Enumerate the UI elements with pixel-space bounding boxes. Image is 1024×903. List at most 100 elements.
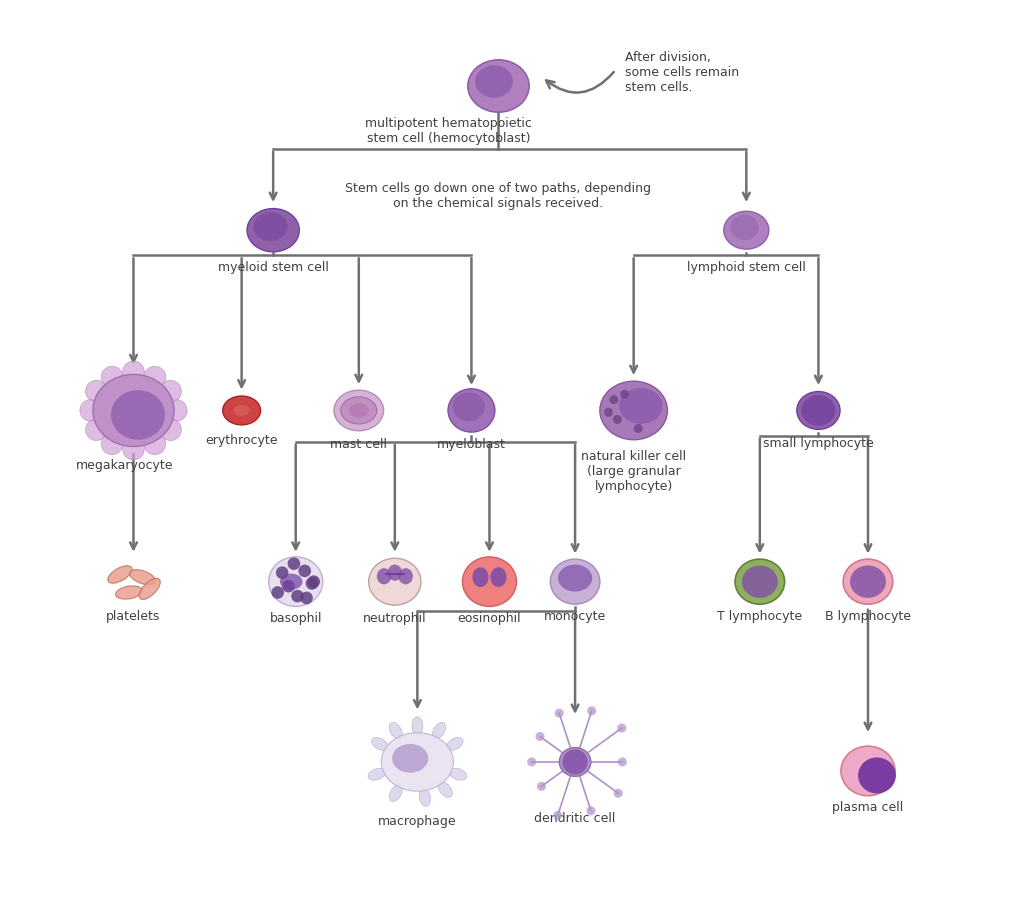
Circle shape: [298, 565, 311, 578]
Ellipse shape: [392, 744, 428, 773]
Ellipse shape: [341, 397, 377, 424]
Text: lymphoid stem cell: lymphoid stem cell: [687, 261, 806, 274]
Ellipse shape: [420, 788, 430, 806]
Ellipse shape: [111, 391, 165, 441]
Circle shape: [86, 419, 108, 441]
Ellipse shape: [841, 746, 895, 796]
Circle shape: [144, 433, 166, 455]
Text: T lymphocyte: T lymphocyte: [717, 609, 803, 622]
Ellipse shape: [449, 389, 495, 433]
Ellipse shape: [558, 565, 592, 592]
Ellipse shape: [850, 566, 886, 598]
Circle shape: [300, 592, 312, 604]
Circle shape: [305, 578, 318, 591]
Ellipse shape: [93, 375, 174, 447]
Ellipse shape: [620, 388, 663, 424]
Ellipse shape: [453, 393, 485, 422]
Circle shape: [283, 581, 295, 593]
Ellipse shape: [368, 768, 385, 780]
Ellipse shape: [446, 738, 463, 750]
Text: platelets: platelets: [106, 609, 161, 622]
Ellipse shape: [233, 405, 250, 416]
Ellipse shape: [468, 61, 529, 113]
Circle shape: [634, 424, 643, 433]
Ellipse shape: [802, 396, 836, 426]
Ellipse shape: [280, 574, 302, 591]
Ellipse shape: [730, 216, 759, 241]
Circle shape: [101, 367, 123, 388]
Ellipse shape: [432, 722, 445, 740]
Circle shape: [553, 811, 562, 820]
Text: eosinophil: eosinophil: [458, 610, 521, 624]
Ellipse shape: [724, 212, 769, 250]
Ellipse shape: [843, 560, 893, 604]
Circle shape: [562, 749, 588, 775]
Ellipse shape: [377, 569, 391, 585]
Ellipse shape: [116, 586, 142, 600]
Ellipse shape: [389, 722, 402, 740]
Ellipse shape: [372, 738, 388, 750]
Ellipse shape: [463, 557, 516, 607]
Ellipse shape: [741, 566, 778, 598]
Text: monocyte: monocyte: [544, 609, 606, 622]
Text: myeloid stem cell: myeloid stem cell: [218, 261, 329, 274]
Ellipse shape: [412, 717, 423, 735]
Text: multipotent hematopoietic
stem cell (hemocytoblast): multipotent hematopoietic stem cell (hem…: [366, 116, 532, 144]
Circle shape: [291, 591, 304, 602]
Circle shape: [86, 381, 108, 403]
Circle shape: [160, 419, 181, 441]
Text: myeloblast: myeloblast: [437, 438, 506, 451]
Circle shape: [101, 433, 123, 455]
Circle shape: [123, 362, 144, 383]
Text: erythrocyte: erythrocyte: [206, 433, 278, 446]
Text: plasma cell: plasma cell: [833, 800, 903, 813]
Ellipse shape: [389, 785, 402, 802]
Circle shape: [288, 558, 300, 571]
Ellipse shape: [334, 391, 384, 432]
Ellipse shape: [388, 565, 402, 582]
Text: basophil: basophil: [269, 610, 322, 624]
Circle shape: [271, 587, 284, 599]
Ellipse shape: [247, 209, 299, 253]
Ellipse shape: [130, 570, 156, 585]
Circle shape: [617, 723, 627, 732]
Circle shape: [617, 758, 627, 767]
Ellipse shape: [349, 404, 369, 418]
Circle shape: [166, 400, 187, 422]
Circle shape: [527, 758, 537, 767]
Circle shape: [144, 367, 166, 388]
Ellipse shape: [268, 557, 323, 607]
Ellipse shape: [381, 733, 454, 791]
Ellipse shape: [450, 768, 467, 780]
Circle shape: [609, 396, 618, 405]
Ellipse shape: [600, 382, 668, 441]
Circle shape: [123, 439, 144, 461]
Circle shape: [587, 806, 596, 815]
Ellipse shape: [472, 568, 488, 588]
Text: dendritic cell: dendritic cell: [535, 812, 615, 824]
Circle shape: [80, 400, 101, 422]
Ellipse shape: [222, 396, 260, 425]
Ellipse shape: [438, 782, 453, 797]
Text: mast cell: mast cell: [331, 438, 387, 451]
Text: After division,
some cells remain
stem cells.: After division, some cells remain stem c…: [625, 51, 738, 94]
Circle shape: [536, 732, 545, 741]
Ellipse shape: [139, 579, 161, 600]
Ellipse shape: [475, 66, 513, 98]
Ellipse shape: [253, 213, 288, 242]
Ellipse shape: [858, 758, 896, 794]
Circle shape: [537, 782, 546, 791]
Circle shape: [604, 408, 613, 417]
Text: megakaryocyte: megakaryocyte: [76, 459, 173, 471]
Text: neutrophil: neutrophil: [364, 610, 427, 624]
Circle shape: [275, 567, 289, 580]
Ellipse shape: [797, 392, 840, 430]
Text: natural killer cell
(large granular
lymphocyte): natural killer cell (large granular lymp…: [581, 450, 686, 493]
Ellipse shape: [398, 569, 413, 585]
Text: small lymphocyte: small lymphocyte: [763, 436, 873, 449]
Circle shape: [160, 381, 181, 403]
Ellipse shape: [735, 560, 784, 604]
Circle shape: [621, 390, 629, 399]
Text: Stem cells go down one of two paths, depending
on the chemical signals received.: Stem cells go down one of two paths, dep…: [345, 182, 651, 209]
Ellipse shape: [559, 748, 591, 777]
